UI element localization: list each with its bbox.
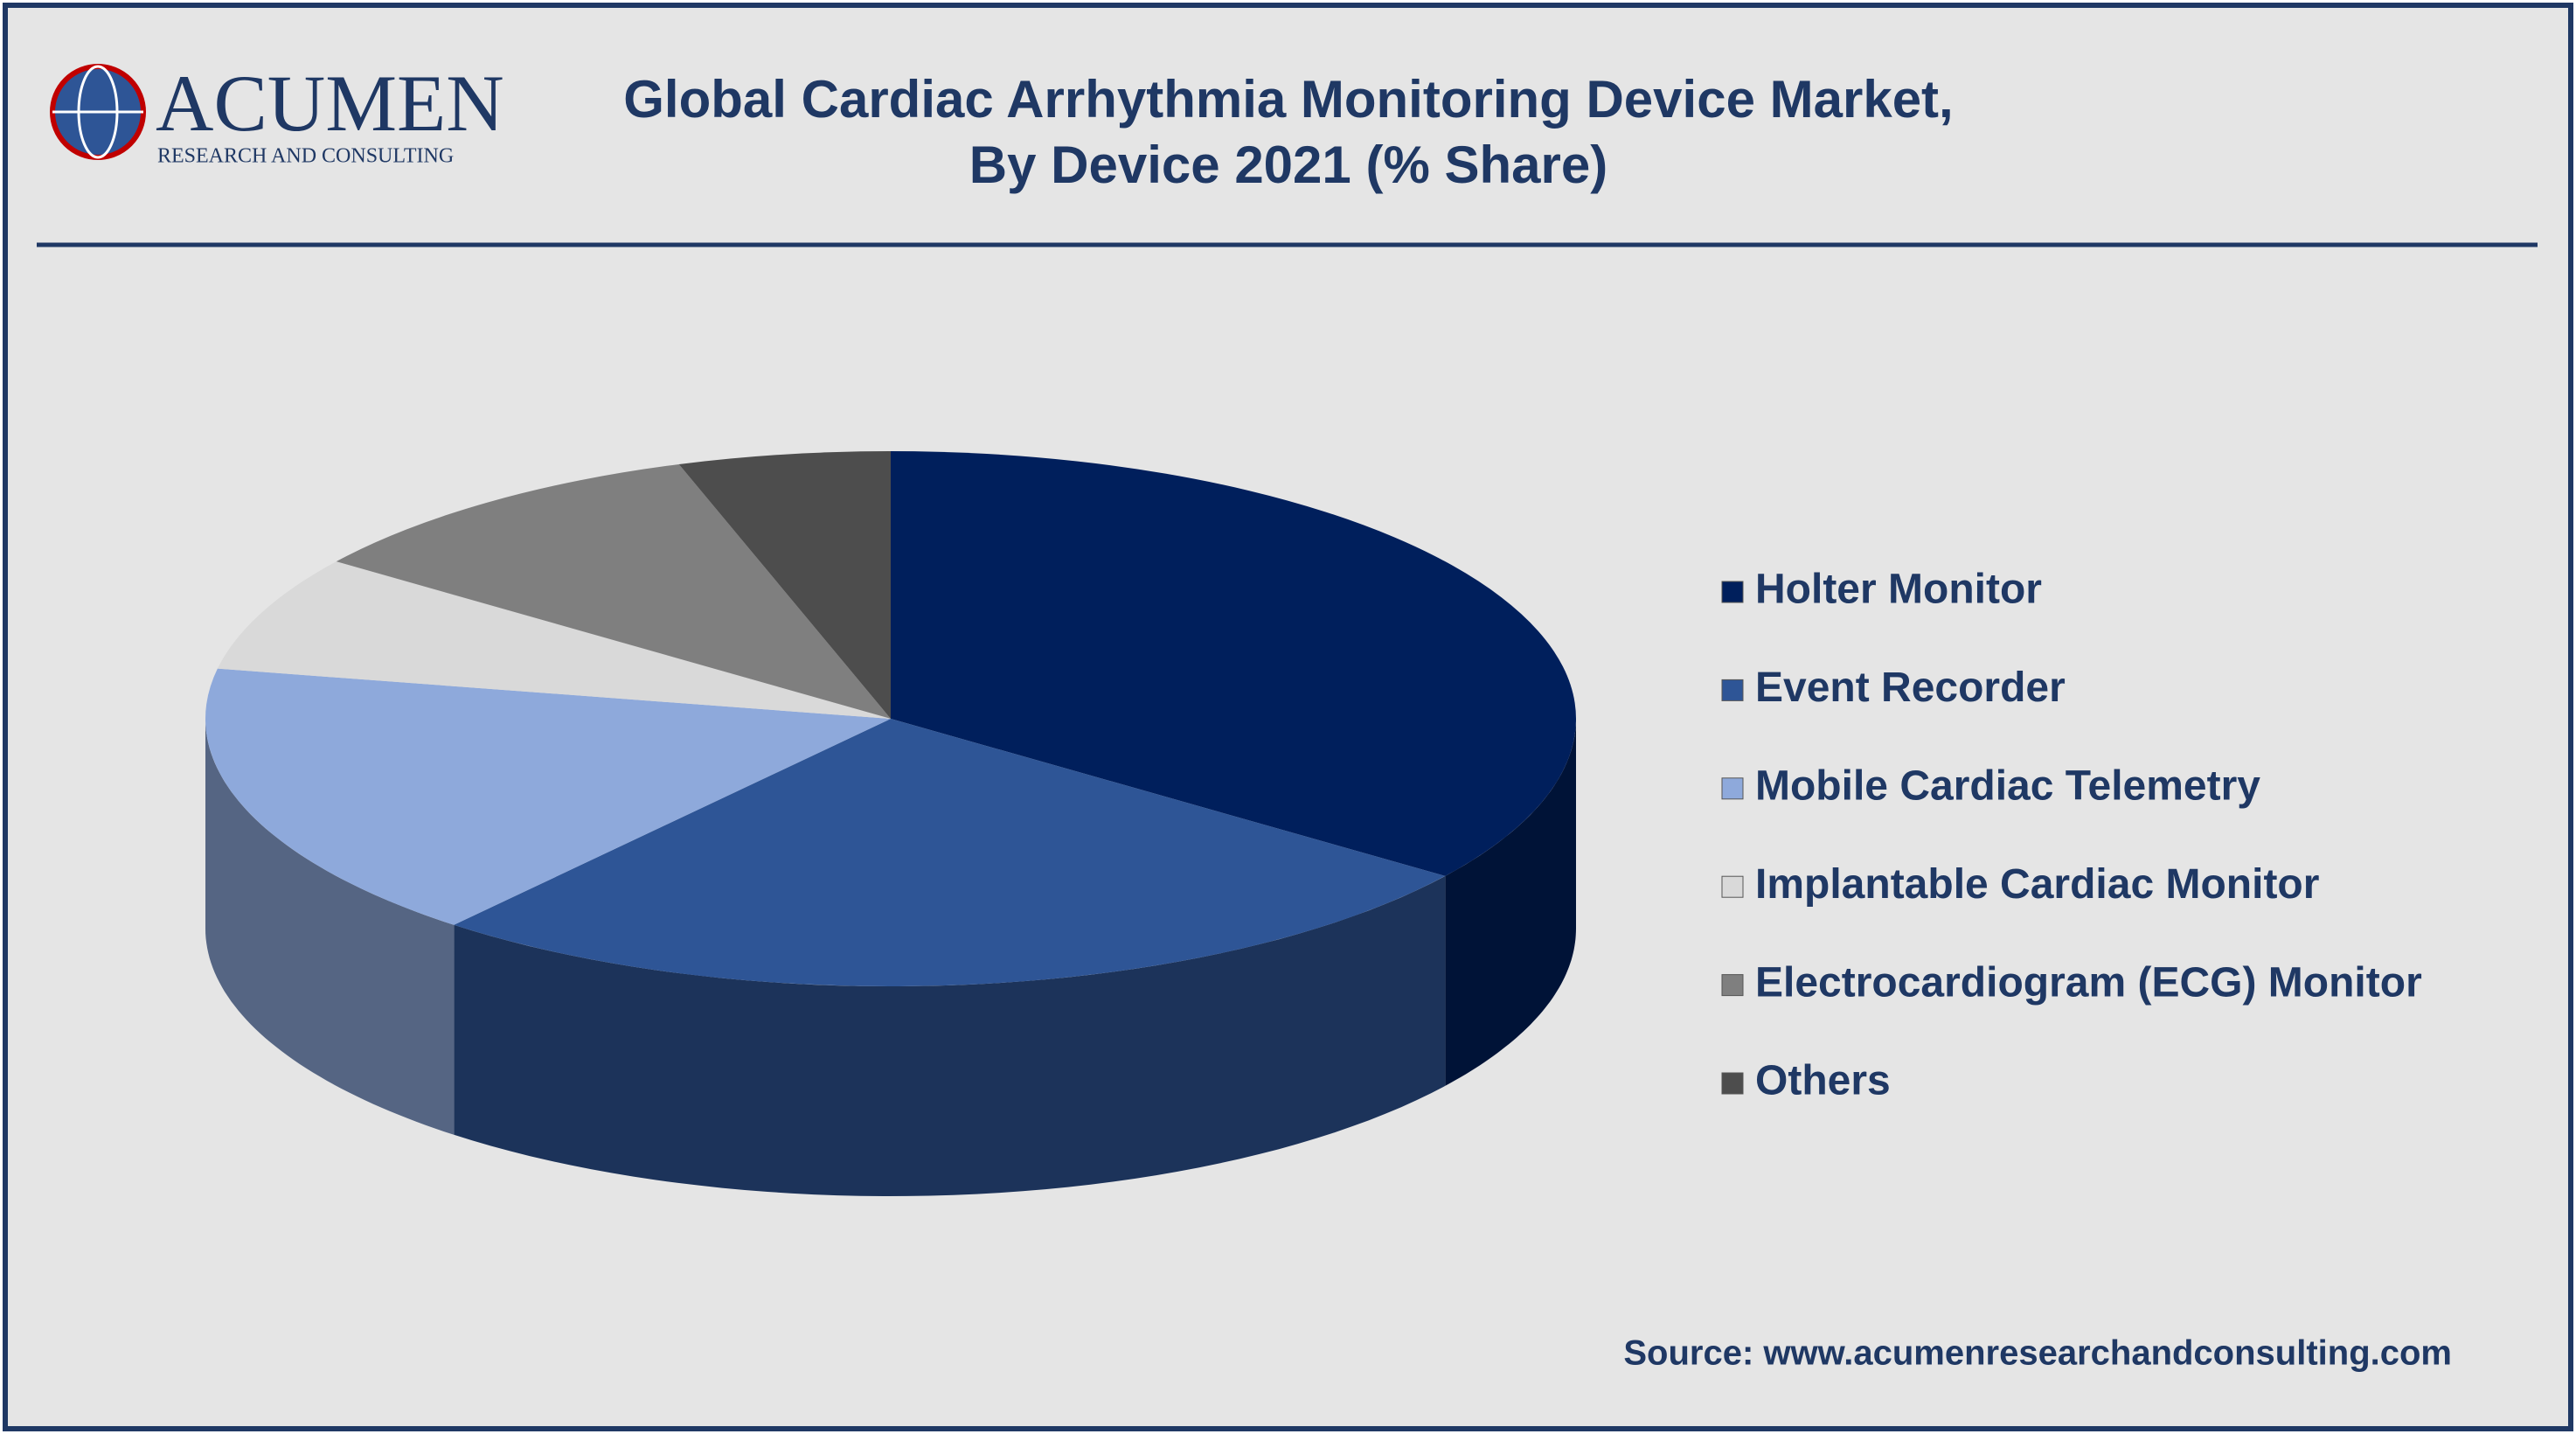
legend-label: Others [1755, 1058, 1891, 1104]
logo-tagline: RESEARCH AND CONSULTING [157, 145, 454, 168]
pie-slice [336, 463, 891, 719]
source: Source: www.acumenresearchandconsulting.… [1623, 1334, 2452, 1373]
pie-slice [217, 561, 892, 719]
legend-swatch [1721, 974, 1744, 997]
pie-slice [891, 451, 1576, 876]
pie-side [454, 875, 1446, 1196]
legend-swatch [1721, 581, 1744, 603]
pie-slice [678, 451, 891, 719]
legend-label: Electrocardiogram (ECG) Monitor [1755, 959, 2422, 1006]
pie-side [1445, 719, 1576, 1086]
logo: ACUMEN RESEARCH AND CONSULTING [50, 59, 504, 168]
pie-slice [454, 719, 1446, 986]
chart-title: Global Cardiac Arrhythmia Monitoring Dev… [623, 70, 1953, 129]
logo-name: ACUMEN [156, 59, 504, 148]
legend-swatch [1721, 679, 1744, 701]
pie-slice [205, 668, 891, 925]
pie-side [205, 719, 455, 1135]
legend-swatch [1721, 777, 1744, 800]
legend-swatch [1721, 875, 1744, 898]
legend-label: Event Recorder [1755, 665, 2066, 711]
legend-label: Holter Monitor [1755, 567, 2042, 613]
legend-swatch [1721, 1072, 1744, 1095]
chart-title: By Device 2021 (% Share) [969, 136, 1607, 194]
legend-label: Mobile Cardiac Telemetry [1755, 762, 2260, 809]
legend-label: Implantable Cardiac Monitor [1755, 861, 2319, 908]
